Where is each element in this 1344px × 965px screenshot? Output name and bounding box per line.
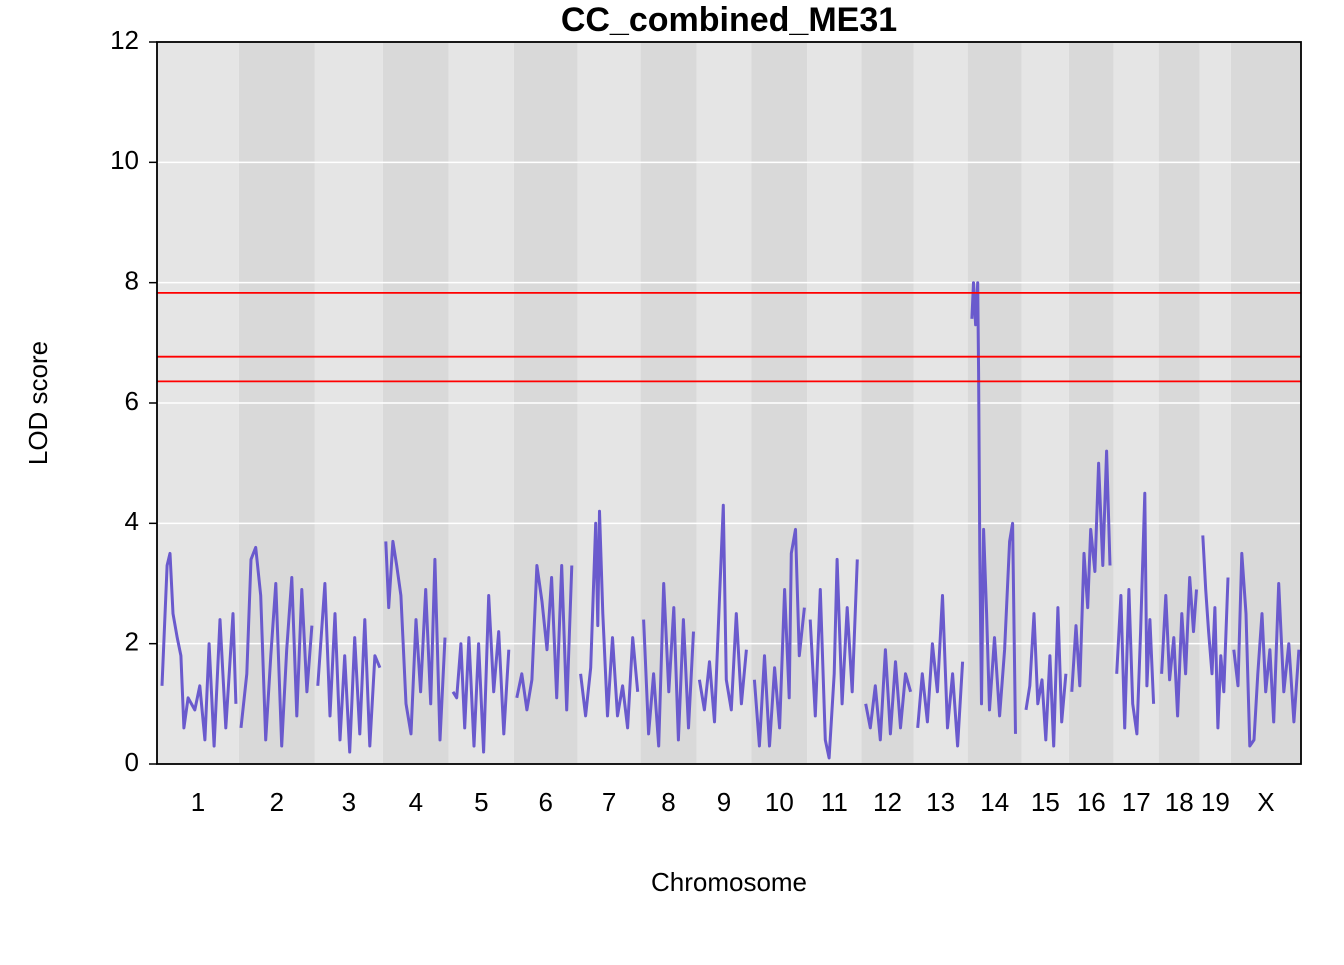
lod-line [642,582,695,748]
lod-line [384,539,447,742]
x-tick-label: 10 [765,787,794,817]
y-tick-label: 2 [125,627,139,657]
x-tick-label: 15 [1031,787,1060,817]
x-tick-label: 9 [717,787,731,817]
lod-line [1024,606,1068,748]
chart-title: CC_combined_ME31 [561,1,897,39]
x-tick-label: 11 [821,787,848,817]
x-tick-label: 16 [1077,787,1106,817]
x-tick-label: 8 [661,787,675,817]
x-axis-label: Chromosome [651,867,807,897]
plot-frame [156,41,1302,765]
x-tick-label: 14 [980,787,1009,817]
lod-line [1115,491,1156,736]
x-tick-label: 3 [342,787,356,817]
x-tick-label: 13 [926,787,955,817]
x-tick-label: 2 [270,787,284,817]
y-tick-label: 10 [110,145,139,175]
lod-line [239,545,314,748]
lod-line [970,281,1017,734]
x-tick-label: 19 [1201,787,1230,817]
x-tick-label: X [1257,787,1274,817]
x-tick-label: 1 [191,787,205,817]
lod-line [160,551,238,748]
lod-line [1201,535,1230,730]
lines [160,281,1301,760]
lod-line [1070,449,1112,692]
lod-line [1232,551,1301,748]
x-tick-label: 12 [873,787,902,817]
x-tick-label: 18 [1165,787,1194,817]
y-tick-label: 0 [125,747,139,777]
lod-line [697,503,748,724]
y-tick-label: 12 [110,25,139,55]
lod-line [808,557,859,760]
lod-line [316,582,382,754]
lod-line [579,509,640,730]
y-tick-label: 8 [125,266,139,296]
x-tick-label: 5 [474,787,488,817]
lod-line [515,564,574,712]
lod-line [864,648,913,742]
y-tick-label: 6 [125,386,139,416]
x-tick-label: 17 [1122,787,1151,817]
lod-line [752,527,806,748]
y-axis-label: LOD score [23,341,53,465]
x-tick-label: 7 [602,787,616,817]
x-tick-label: 6 [539,787,553,817]
x-tick-label: 4 [409,787,423,817]
lod-line [916,594,965,748]
lod-line [451,594,511,754]
lod-line [1160,576,1198,718]
y-tick-label: 4 [125,506,139,536]
